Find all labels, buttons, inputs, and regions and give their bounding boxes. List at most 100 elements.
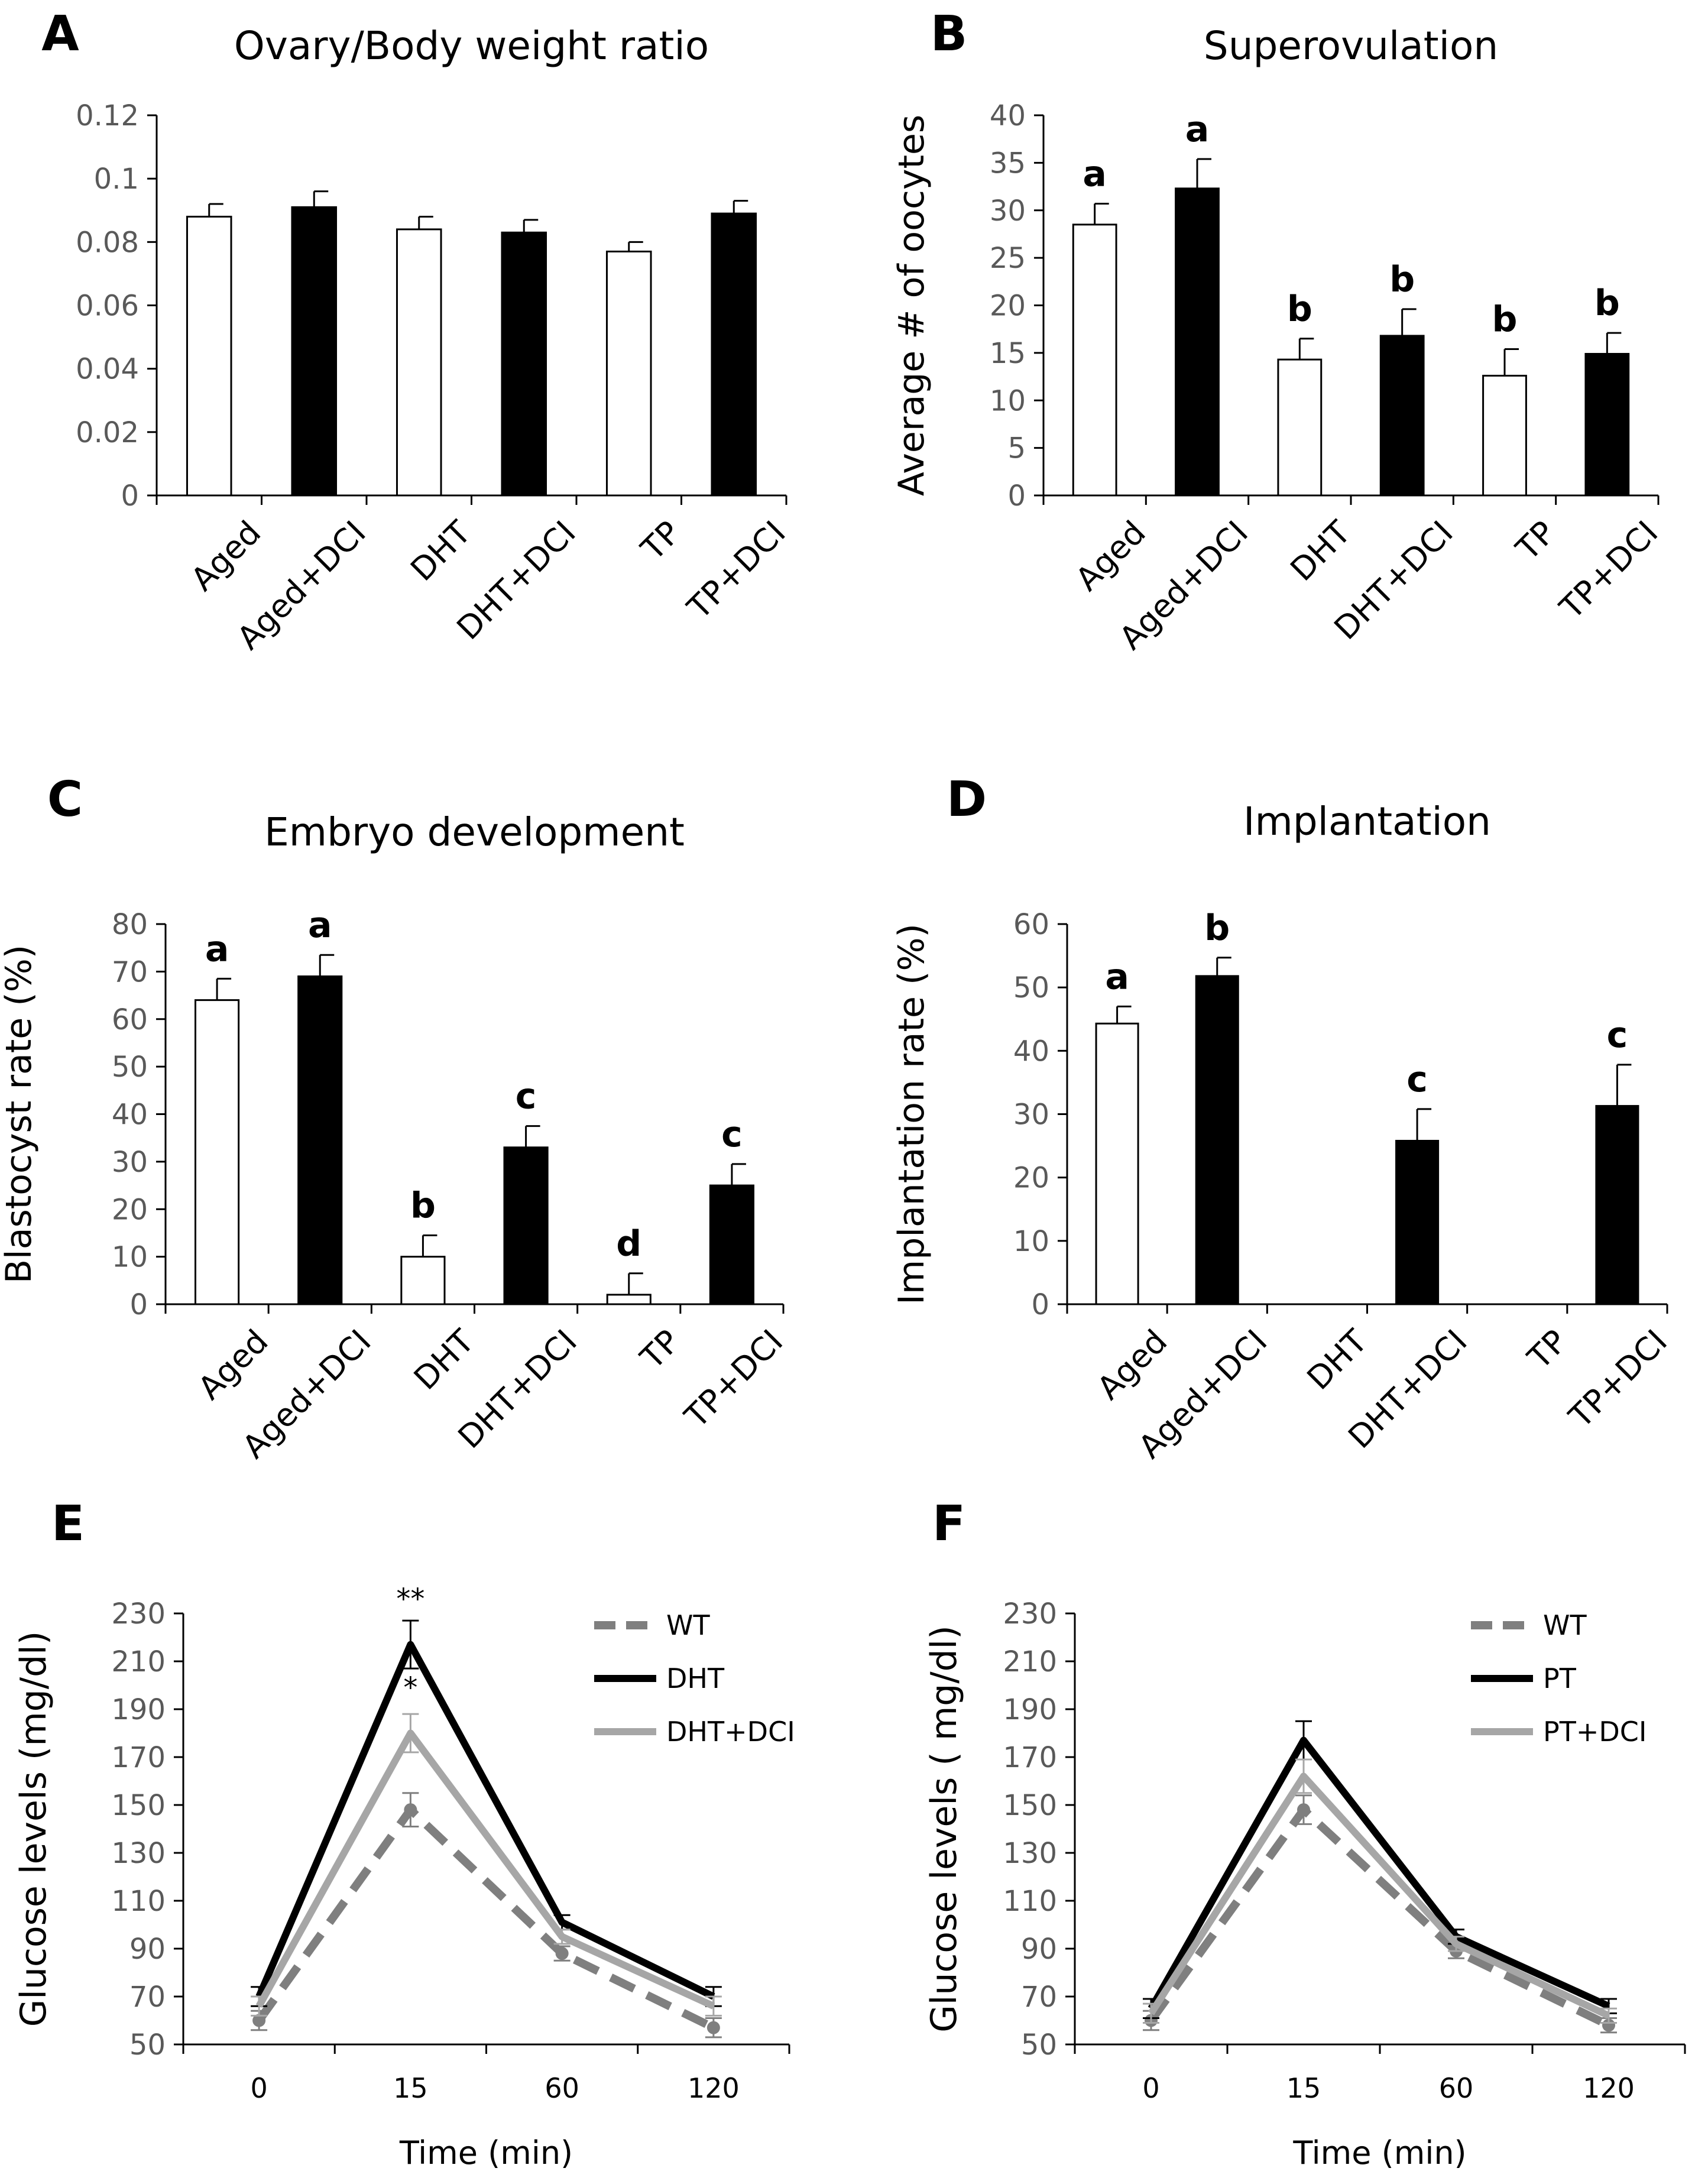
panel-letter: B: [931, 6, 968, 62]
bar: [1595, 1105, 1639, 1305]
y-tick-label: 30: [990, 195, 1026, 228]
significance-letter: a: [308, 905, 332, 946]
panel-letter: C: [47, 772, 83, 828]
significance-letter: a: [1105, 956, 1129, 997]
x-tick-label: 60: [545, 2072, 579, 2104]
y-tick-label: 190: [1003, 1693, 1057, 1726]
data-point: [706, 2021, 720, 2034]
y-tick-label: 30: [1013, 1098, 1049, 1132]
significance-letter: c: [1607, 1015, 1628, 1056]
x-tick-label: Aged: [191, 1323, 276, 1407]
panel-letter: D: [947, 772, 987, 828]
chart-title: Ovary/Body weight ratio: [234, 23, 709, 69]
bar: [1277, 358, 1323, 497]
significance-letter: b: [1287, 289, 1312, 330]
x-axis-label: Time (min): [1292, 2134, 1466, 2172]
y-tick-label: 0.06: [76, 290, 139, 323]
significance-letter: d: [616, 1223, 641, 1265]
bar: [1195, 975, 1239, 1305]
x-tick-label: DHT: [403, 513, 478, 588]
y-tick-label: 0: [129, 1288, 148, 1321]
legend-label: DHT+DCI: [666, 1716, 795, 1748]
bar: [1482, 374, 1527, 497]
y-tick-label: 15: [990, 337, 1026, 370]
y-tick-label: 80: [112, 908, 148, 941]
legend-label: WT: [1543, 1609, 1587, 1641]
y-tick-label: 50: [112, 1051, 148, 1084]
bar: [186, 215, 232, 497]
legend-label: PT: [1543, 1663, 1577, 1694]
x-tick-label: 15: [393, 2072, 428, 2104]
series-line-wt: [1148, 1806, 1611, 2029]
bar: [1175, 187, 1220, 497]
panel-a: A Ovary/Body weight ratio 0 0.02 0.04 0.06 0.0…: [41, 6, 793, 657]
x-tick-label: 120: [1583, 2072, 1635, 2104]
bar: [1379, 335, 1425, 497]
y-tick-label: 20: [112, 1193, 148, 1226]
x-tick-label: TP+DCI: [1561, 1323, 1674, 1435]
y-tick-label: 150: [111, 1789, 166, 1822]
y-axis-label: Blastocyst rate (%): [0, 945, 40, 1284]
x-tick-label: DHT: [407, 1322, 482, 1397]
x-tick-label: DHT: [1283, 513, 1358, 588]
x-tick-label: TP+DCI: [680, 514, 793, 627]
y-tick-label: 0.04: [76, 353, 139, 386]
data-point: [252, 2014, 266, 2027]
y-tick-label: 110: [1003, 1885, 1057, 1918]
y-tick-label: 170: [1003, 1741, 1057, 1774]
bar: [297, 975, 343, 1305]
y-axis-label: Glucose levels ( mg/dl): [923, 1625, 965, 2033]
y-tick-label: 0: [121, 479, 139, 513]
y-tick-label: 5: [1007, 432, 1026, 465]
data-point: [404, 1803, 417, 1817]
bar: [711, 212, 757, 497]
bar: [400, 1256, 446, 1305]
bar: [1584, 352, 1630, 497]
y-tick-label: 0.08: [76, 226, 139, 259]
chart-title: Embryo development: [264, 809, 685, 855]
x-tick-label: Aged: [1068, 514, 1153, 598]
y-tick-label: 110: [111, 1885, 166, 1918]
y-tick-label: 130: [1003, 1837, 1057, 1870]
y-tick-label: 50: [129, 2028, 166, 2062]
legend-label: WT: [666, 1609, 710, 1641]
y-tick-label: 190: [111, 1693, 166, 1726]
y-tick-label: 35: [990, 147, 1026, 180]
y-tick-label: 70: [129, 1981, 166, 2014]
x-tick-label: TP+DCI: [677, 1323, 790, 1435]
significance-letter: a: [1083, 153, 1107, 195]
panel-d: D Implantation Implantation rate (%) 0 10 20 3…: [891, 772, 1674, 1466]
bar: [709, 1184, 754, 1305]
y-tick-label: 150: [1003, 1789, 1057, 1822]
panel-letter: A: [41, 6, 79, 62]
y-axis-label: Glucose levels (mg/dl): [13, 1631, 54, 2027]
data-point: [555, 1947, 569, 1960]
y-axis-label: Average # of oocytes: [891, 115, 932, 496]
x-tick-label: TP: [1509, 514, 1563, 568]
bar: [606, 1294, 652, 1305]
y-tick-label: 90: [129, 1933, 166, 1966]
panel-letter: E: [51, 1496, 85, 1552]
significance-letter: c: [516, 1076, 537, 1117]
y-axis-label: Implantation rate (%): [891, 923, 932, 1305]
y-tick-label: 10: [112, 1241, 148, 1274]
legend-label: DHT: [666, 1663, 725, 1694]
y-tick-label: 230: [111, 1597, 166, 1631]
x-tick-label: TP+DCI: [1553, 514, 1665, 627]
significance-letter: b: [1492, 299, 1518, 340]
y-tick-label: 210: [111, 1645, 166, 1678]
series-line-wt: [255, 1806, 715, 2031]
y-tick-label: 20: [1013, 1162, 1049, 1195]
y-tick-label: 130: [111, 1837, 166, 1870]
x-tick-label: 0: [250, 2072, 267, 2104]
bar: [605, 250, 652, 497]
bar: [501, 231, 547, 497]
data-point: [1297, 1803, 1310, 1817]
significance-letter: a: [1185, 109, 1210, 150]
significance-letter: c: [721, 1114, 743, 1155]
bar: [1072, 223, 1117, 497]
x-tick-label: TP: [633, 1323, 688, 1377]
series-line-pt-plus-dci: [1148, 1772, 1610, 2019]
bar: [503, 1146, 549, 1305]
